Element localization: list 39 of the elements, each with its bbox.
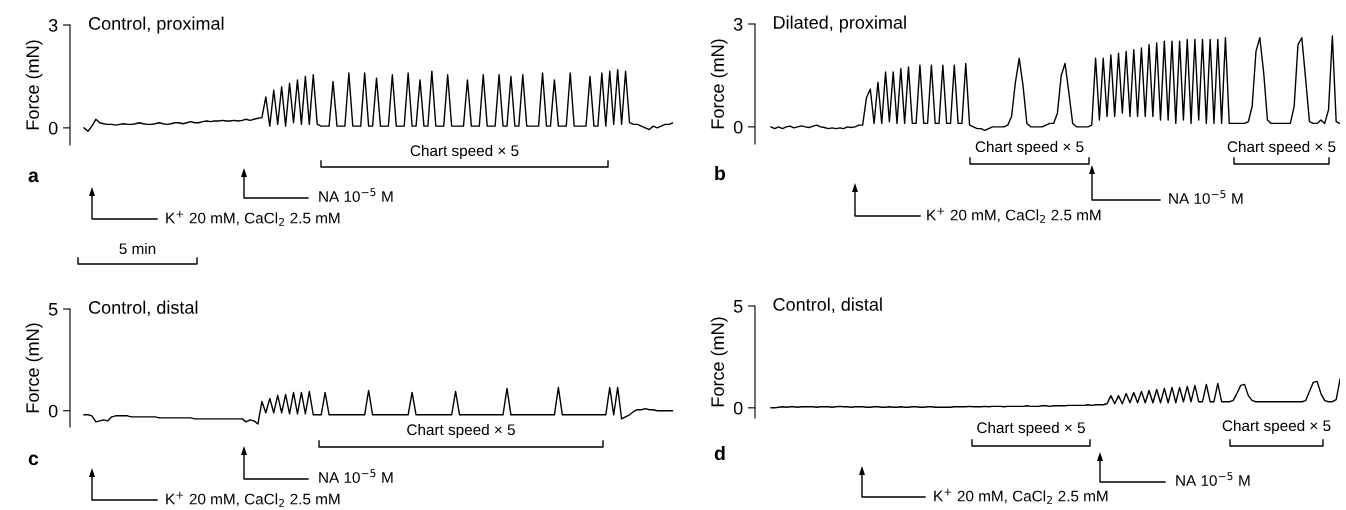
text: K$^{+}$ 20 mM, CaCl$_{2}$ 2.5 mM — [166, 491, 340, 507]
annotation: Chart speed × 5 — [1227, 140, 1336, 156]
annotation: Chart speed × 5 — [975, 140, 1084, 156]
y-tick-label: 0 — [733, 120, 743, 134]
y-tick-label: 3 — [48, 18, 58, 32]
y-tick-label: 0 — [733, 401, 743, 415]
text: K$^{+}$ 20 mM, CaCl$_{2}$ 2.5 mM — [166, 210, 340, 226]
y-axis-title: Force (mN) — [25, 323, 43, 413]
y-axis-title: Force (mN) — [710, 39, 728, 129]
line-series — [83, 68, 673, 132]
chart-title: Control, proximal — [89, 16, 224, 34]
line-series — [83, 386, 673, 425]
text: d — [714, 445, 725, 461]
text: K$^{+}$ 20 mM, CaCl$_{2}$ 2.5 mM — [927, 207, 1101, 223]
chart-title: Control, distal — [773, 297, 882, 313]
line-series — [770, 378, 1340, 409]
annotation: Chart speed × 5 — [410, 144, 519, 160]
text: NA 10$^{−5}$ M — [319, 188, 393, 202]
text: a — [28, 171, 39, 183]
text: Chart speed × 5 — [977, 421, 1085, 437]
text: NA 10$^{−5}$ M — [1169, 190, 1243, 204]
line-series — [770, 35, 1340, 131]
text: Chart speed × 5 — [1222, 419, 1331, 435]
text: K$^{+}$ 20 mM, CaCl$_{2}$ 2.5 mM — [934, 488, 1108, 504]
text: b — [715, 165, 726, 181]
annotation: Chart speed × 5 — [407, 423, 515, 439]
chart-title: Control, distal — [89, 300, 198, 316]
y-axis-title: Force (mN) — [710, 317, 728, 407]
y-tick-label: 5 — [733, 300, 743, 313]
text: 5 min — [119, 242, 156, 255]
y-tick-label: 3 — [733, 17, 743, 31]
y-axis-title: Force (mN) — [25, 40, 43, 130]
chart-title: Dilated, proximal — [774, 15, 906, 33]
y-tick-label: 0 — [48, 121, 58, 135]
y-tick-label: 5 — [48, 303, 58, 316]
text: c — [28, 454, 39, 466]
y-tick-label: 0 — [48, 404, 58, 418]
text: NA 10$^{−5}$ M — [319, 469, 393, 483]
text: NA 10$^{−5}$ M — [1176, 472, 1250, 486]
